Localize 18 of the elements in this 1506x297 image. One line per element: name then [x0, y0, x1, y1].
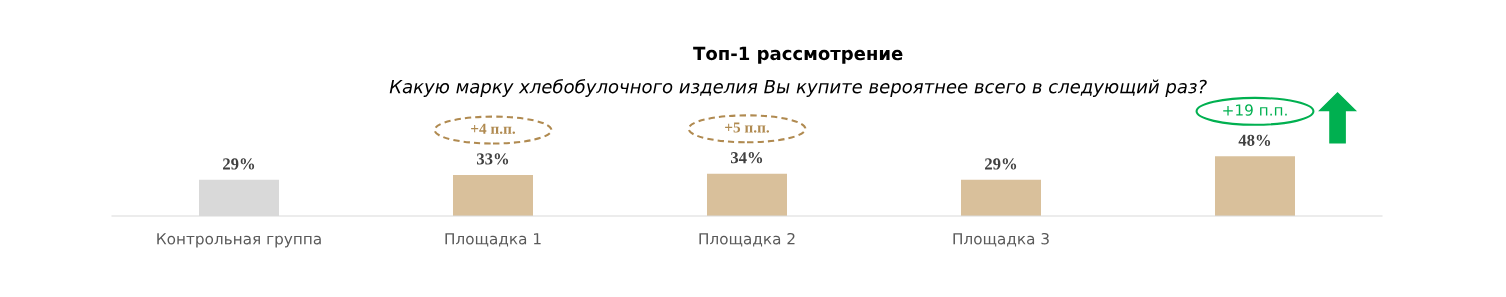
data-label: 34%: [730, 152, 763, 164]
x-tick-label: Площадка 3: [953, 232, 1049, 247]
text: +4 п.п.: [471, 123, 516, 134]
data-label: 29%: [223, 158, 255, 170]
bar: [453, 174, 534, 216]
data-label: 33%: [476, 153, 509, 165]
data-label: 48%: [1238, 134, 1271, 146]
text: +19 п.п.: [1223, 104, 1287, 116]
bar: [707, 173, 788, 216]
chart-subtitle: Какую марку хлебобулочного изделия Вы купите вероятнее всего в следующий раз?: [389, 79, 1207, 97]
data-label: 29%: [985, 158, 1017, 170]
bar: [1215, 156, 1296, 216]
x-tick-label: Контрольная группа: [157, 233, 321, 248]
x-tick-label: Площадка 1: [445, 233, 541, 247]
chart-title: Топ-1 рассмотрение: [693, 46, 903, 64]
x-tick-label: Площадка 2: [699, 232, 795, 247]
text: +5 п.п.: [725, 122, 770, 133]
bar: [961, 179, 1042, 216]
